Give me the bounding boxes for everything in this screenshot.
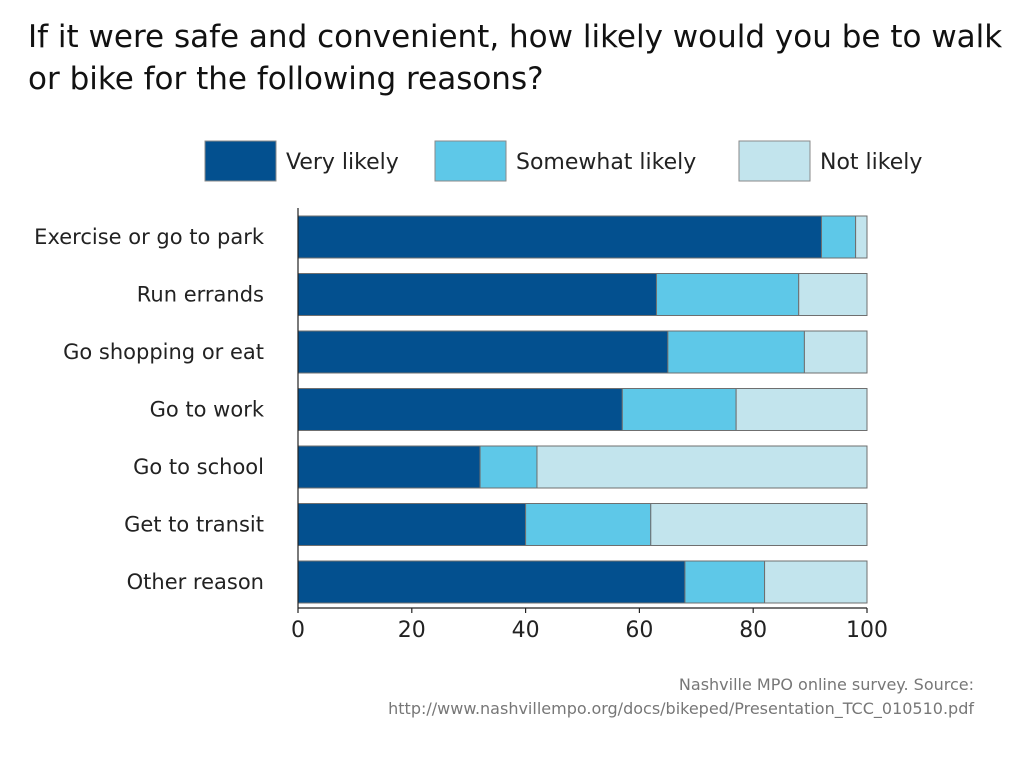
bar-run-errands-not-likely bbox=[798, 273, 868, 316]
legend-swatch-not-likely bbox=[738, 140, 811, 182]
x-tick-label-20: 20 bbox=[398, 618, 426, 643]
bar-exercise-or-go-to-park-very-likely bbox=[297, 215, 822, 259]
legend-label-somewhat-likely: Somewhat likely bbox=[516, 150, 696, 175]
source-note: Nashville MPO online survey. Source: htt… bbox=[388, 673, 974, 721]
bar-other-reason-not-likely bbox=[764, 560, 868, 604]
bar-go-to-school-very-likely bbox=[297, 445, 481, 489]
bar-other-reason-somewhat-likely bbox=[684, 560, 766, 604]
x-tick-label-0: 0 bbox=[291, 618, 305, 643]
bar-go-to-school-not-likely bbox=[536, 445, 868, 489]
chart-title-line-2: or bike for the following reasons? bbox=[28, 61, 544, 97]
x-tick-label-60: 60 bbox=[625, 618, 653, 643]
category-label-exercise-or-go-to-park: Exercise or go to park bbox=[34, 225, 265, 249]
bar-run-errands-very-likely bbox=[297, 273, 657, 316]
x-tick-label-100: 100 bbox=[846, 618, 888, 643]
source-line-2: http://www.nashvillempo.org/docs/bikeped… bbox=[388, 699, 974, 718]
category-label-go-shopping-or-eat: Go shopping or eat bbox=[63, 340, 264, 364]
bar-exercise-or-go-to-park-somewhat-likely bbox=[820, 215, 857, 259]
category-label-run-errands: Run errands bbox=[137, 283, 264, 307]
category-label-get-to-transit: Get to transit bbox=[124, 513, 264, 537]
bar-other-reason-very-likely bbox=[297, 560, 686, 604]
category-label-go-to-work: Go to work bbox=[150, 398, 265, 422]
source-line-1: Nashville MPO online survey. Source: bbox=[678, 675, 974, 694]
bar-go-to-work-very-likely bbox=[297, 388, 623, 431]
x-tick-label-40: 40 bbox=[512, 618, 540, 643]
chart-title: If it were safe and convenient, how like… bbox=[28, 16, 1008, 100]
bar-go-to-school-somewhat-likely bbox=[479, 445, 538, 489]
bar-go-shopping-or-eat-somewhat-likely bbox=[667, 330, 805, 374]
bar-go-to-work-somewhat-likely bbox=[621, 388, 737, 431]
category-label-go-to-school: Go to school bbox=[133, 455, 264, 479]
legend-swatch-very-likely bbox=[204, 140, 277, 182]
legend-swatch-somewhat-likely bbox=[434, 140, 507, 182]
bar-get-to-transit-somewhat-likely bbox=[525, 503, 652, 546]
legend-label-very-likely: Very likely bbox=[286, 150, 399, 175]
bar-go-shopping-or-eat-very-likely bbox=[297, 330, 669, 374]
bar-go-to-work-not-likely bbox=[735, 388, 868, 431]
bar-run-errands-somewhat-likely bbox=[655, 273, 800, 316]
x-tick-label-80: 80 bbox=[739, 618, 767, 643]
chart-title-line-1: If it were safe and convenient, how like… bbox=[28, 19, 1003, 55]
legend-label-not-likely: Not likely bbox=[820, 150, 922, 175]
bar-get-to-transit-not-likely bbox=[650, 503, 868, 546]
bar-exercise-or-go-to-park-not-likely bbox=[855, 215, 868, 259]
bar-get-to-transit-very-likely bbox=[297, 503, 527, 546]
bar-go-shopping-or-eat-not-likely bbox=[803, 330, 868, 374]
category-label-other-reason: Other reason bbox=[127, 570, 264, 594]
